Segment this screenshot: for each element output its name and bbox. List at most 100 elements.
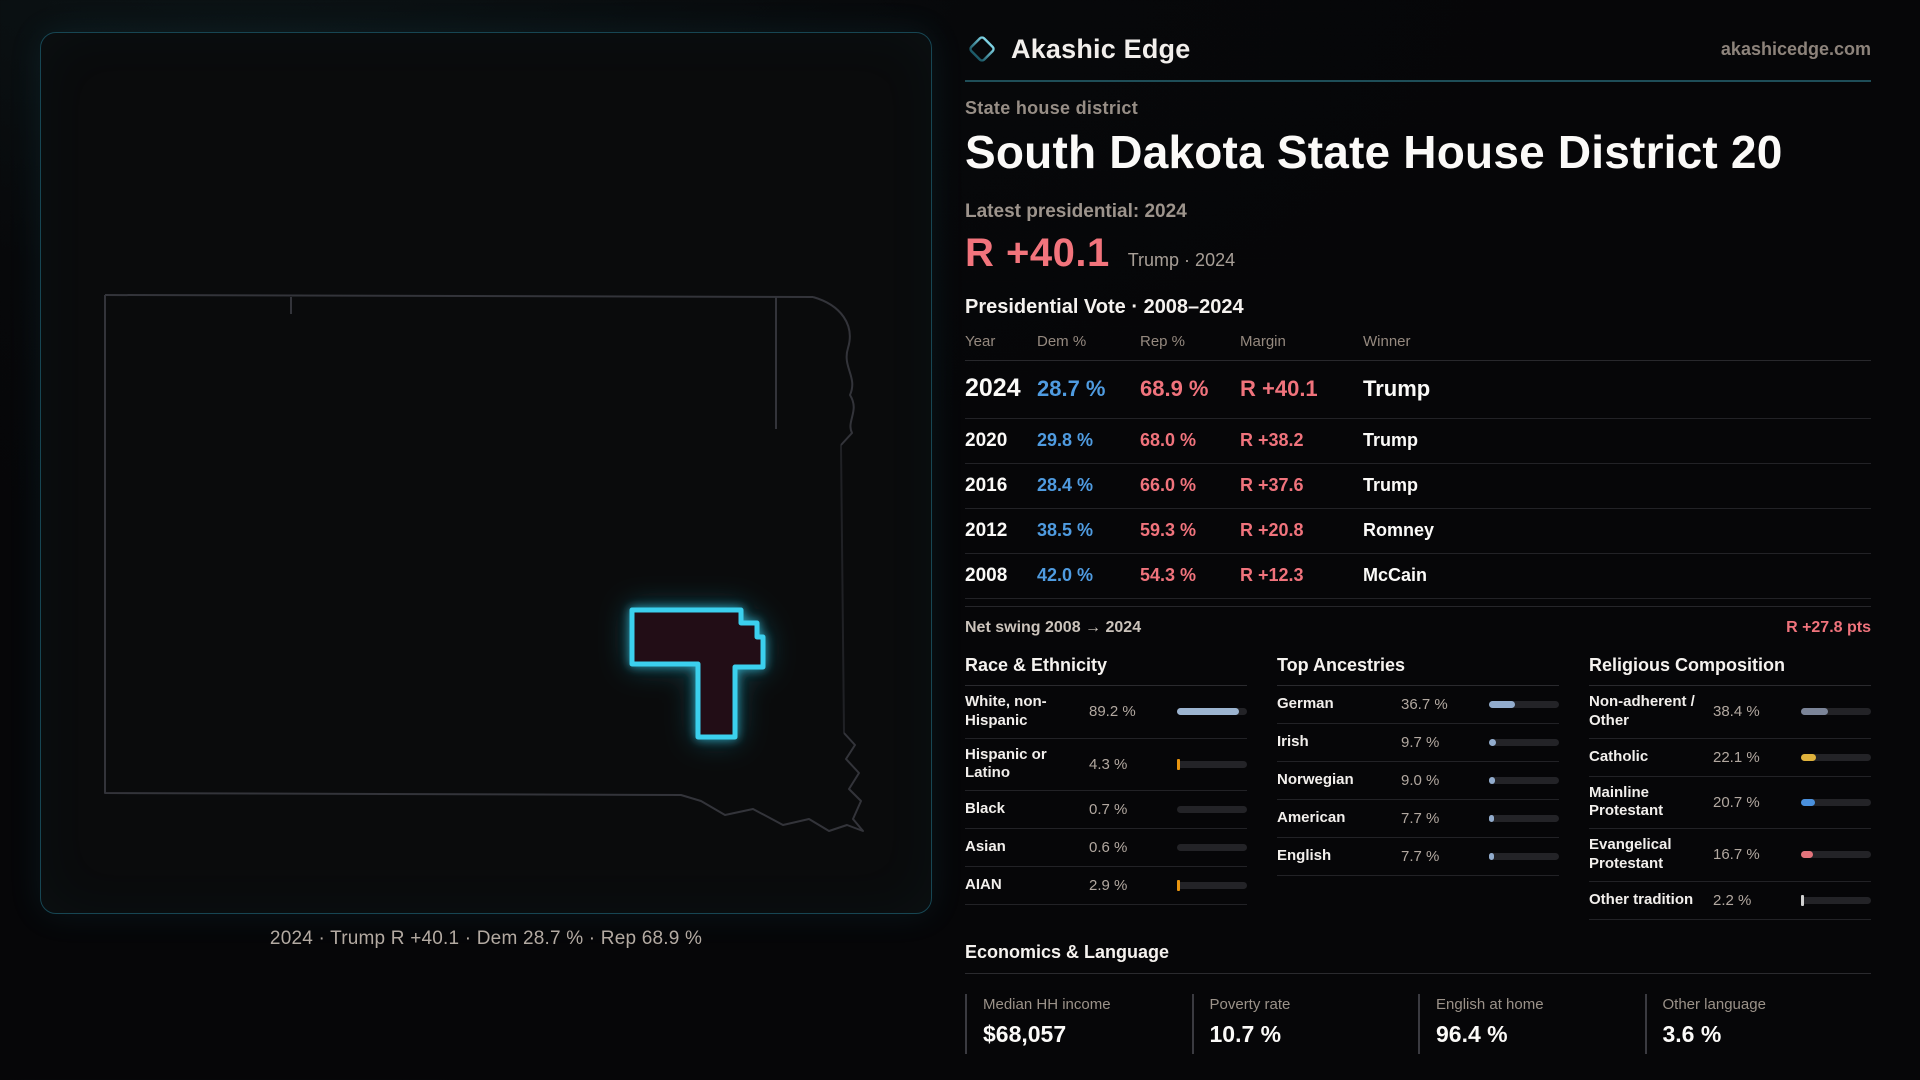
- cell-margin: R +40.1: [1240, 376, 1318, 401]
- table-row: 2012 38.5 % 59.3 % R +20.8 Romney: [965, 509, 1871, 554]
- stat-value: 10.7 %: [1209, 1020, 1282, 1047]
- list-item: AIAN 2.9 %: [965, 867, 1247, 905]
- cell-winner: McCain: [1363, 565, 1428, 585]
- demo-bar-fill: [1177, 880, 1180, 891]
- stat-label: Poverty rate: [1209, 995, 1291, 1013]
- latest-presidential-label: Latest presidential: 2024: [965, 201, 1187, 222]
- col-margin: Margin: [1240, 333, 1286, 350]
- cell-winner: Romney: [1363, 520, 1435, 540]
- list-item: Norwegian 9.0 %: [1277, 762, 1559, 800]
- demo-label: White, non-Hispanic: [965, 693, 1047, 729]
- cell-dem: 38.5 %: [1037, 520, 1094, 540]
- demo-label: Irish: [1277, 733, 1309, 751]
- list-item: German 36.7 %: [1277, 686, 1559, 724]
- demo-label: Mainline Protestant: [1589, 783, 1664, 820]
- demo-value: 7.7 %: [1401, 810, 1440, 827]
- demo-value: 7.7 %: [1401, 848, 1440, 865]
- demo-bar-track: [1177, 758, 1247, 770]
- demo-value: 4.3 %: [1089, 755, 1128, 773]
- stat-value: 96.4 %: [1436, 1020, 1508, 1047]
- section-title: Religious Composition: [1589, 655, 1871, 686]
- demo-bar-track: [1177, 844, 1247, 851]
- state-outline: [104, 294, 864, 832]
- cell-winner: Trump: [1363, 430, 1419, 450]
- stat-other-language: Other language 3.6 %: [1644, 993, 1872, 1054]
- cell-rep: 66.0 %: [1140, 475, 1197, 495]
- demo-bar-track: [1489, 853, 1559, 860]
- stat-label: Other language: [1662, 995, 1766, 1013]
- state-map: [104, 294, 864, 832]
- cell-dem: 42.0 %: [1037, 565, 1094, 585]
- header-divider: [965, 80, 1871, 82]
- district-shape: [629, 607, 766, 740]
- table-row: 2016 28.4 % 66.0 % R +37.6 Trump: [965, 464, 1871, 509]
- demo-bar-track: [1801, 708, 1871, 716]
- demo-value: 16.7 %: [1713, 846, 1760, 864]
- list-item: Asian 0.6 %: [965, 829, 1247, 867]
- demo-label: Evangelical Protestant: [1589, 836, 1672, 872]
- stat-value: 3.6 %: [1662, 1020, 1722, 1047]
- demo-label: Hispanic or Latino: [965, 745, 1047, 782]
- demo-bar-track: [1177, 880, 1247, 891]
- map-caption: 2024 · Trump R +40.1 · Dem 28.7 % · Rep …: [269, 928, 703, 949]
- demo-bar-track: [1801, 753, 1871, 761]
- demo-bar-track: [1489, 815, 1559, 822]
- demo-bar-fill: [1489, 701, 1515, 708]
- page-kicker: State house district: [965, 98, 1139, 118]
- list-item: Mainline Protestant 20.7 %: [1589, 777, 1871, 829]
- demo-value: 89.2 %: [1089, 703, 1136, 721]
- stat-label: English at home: [1436, 995, 1544, 1013]
- cell-rep: 68.9 %: [1140, 376, 1209, 401]
- cell-rep: 54.3 %: [1140, 565, 1197, 585]
- cell-year: 2008: [965, 565, 1008, 586]
- demo-bar-fill: [1801, 798, 1815, 806]
- demo-value: 38.4 %: [1713, 703, 1760, 721]
- headline-note: Trump · 2024: [1127, 250, 1236, 270]
- list-item: Non-adherent / Other 38.4 %: [1589, 686, 1871, 739]
- vote-table-header: Year Dem % Rep % Margin Winner: [965, 333, 1871, 361]
- brand-site-link[interactable]: akashicedge.com: [1720, 38, 1871, 59]
- table-row: 2024 28.7 % 68.9 % R +40.1 Trump: [965, 361, 1871, 419]
- ancestries-section: Top Ancestries German 36.7 % Irish 9.7 %…: [1277, 655, 1559, 920]
- table-row: 2020 29.8 % 68.0 % R +38.2 Trump: [965, 419, 1871, 464]
- net-swing-label: Net swing 2008 → 2024: [965, 619, 1142, 636]
- demo-value: 20.7 %: [1713, 793, 1760, 811]
- col-dem: Dem %: [1037, 333, 1087, 350]
- demo-bar-fill: [1489, 739, 1496, 746]
- cell-dem: 28.4 %: [1037, 475, 1094, 495]
- cell-winner: Trump: [1363, 376, 1431, 401]
- vote-table: Year Dem % Rep % Margin Winner 2024 28.7…: [965, 333, 1871, 599]
- cell-margin: R +37.6: [1240, 475, 1304, 495]
- religion-section: Religious Composition Non-adherent / Oth…: [1589, 655, 1871, 920]
- demo-label: Non-adherent / Other: [1589, 693, 1695, 729]
- col-rep: Rep %: [1140, 333, 1186, 350]
- demo-label: Asian: [965, 838, 1006, 856]
- demo-value: 9.0 %: [1401, 772, 1440, 789]
- demo-label: AIAN: [965, 876, 1002, 894]
- demo-value: 2.9 %: [1089, 877, 1128, 894]
- list-item: Other tradition 2.2 %: [1589, 882, 1871, 920]
- brand-name: Akashic Edge: [1011, 33, 1191, 64]
- demo-label: Catholic: [1589, 747, 1649, 765]
- demo-bar-fill: [1801, 753, 1816, 761]
- demo-bar-track: [1177, 806, 1247, 813]
- demo-bar-track: [1801, 851, 1871, 859]
- stat-poverty-rate: Poverty rate 10.7 %: [1191, 993, 1419, 1054]
- headline-margin: R +40.1: [965, 231, 1110, 275]
- cell-year: 2024: [965, 374, 1021, 402]
- list-item: English 7.7 %: [1277, 838, 1559, 876]
- demo-value: 0.7 %: [1089, 801, 1128, 818]
- race-ethnicity-section: Race & Ethnicity White, non-Hispanic 89.…: [965, 655, 1247, 920]
- cell-dem: 29.8 %: [1037, 430, 1094, 450]
- demo-label: German: [1277, 695, 1334, 713]
- demo-bar-fill: [1801, 851, 1813, 859]
- cell-rep: 68.0 %: [1140, 430, 1197, 450]
- cell-margin: R +38.2: [1240, 430, 1304, 450]
- list-item: American 7.7 %: [1277, 800, 1559, 838]
- demo-bar-fill: [1177, 758, 1180, 770]
- stat-value: $68,057: [983, 1020, 1067, 1047]
- cell-margin: R +12.3: [1240, 565, 1304, 585]
- net-swing-row: Net swing 2008 → 2024 R +27.8 pts: [965, 606, 1871, 637]
- section-title: Top Ancestries: [1277, 655, 1559, 686]
- demo-value: 36.7 %: [1401, 696, 1448, 713]
